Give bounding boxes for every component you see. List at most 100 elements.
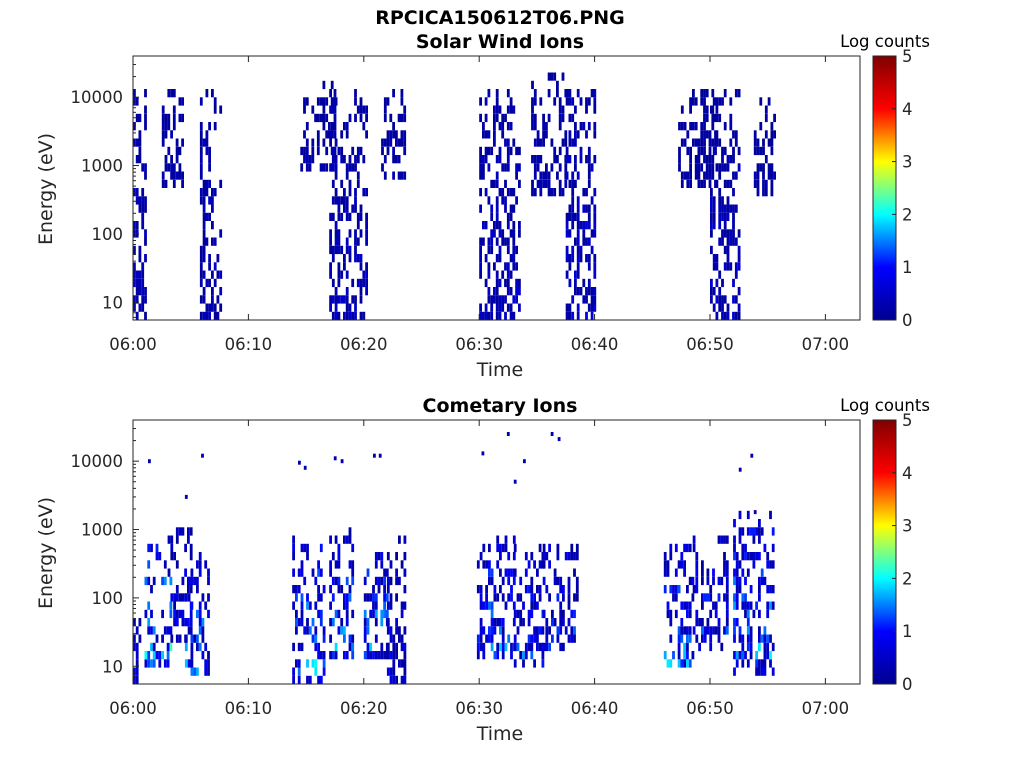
heatmap-cell	[587, 237, 591, 246]
y-tick-label: 10000	[71, 452, 124, 471]
colorbar-tick-label: 3	[902, 517, 913, 536]
heatmap-cell	[737, 245, 741, 255]
heatmap-cell	[518, 229, 521, 238]
heatmap-cell	[316, 97, 320, 106]
heatmap-cell	[300, 163, 304, 172]
heatmap-cell	[533, 659, 536, 668]
heatmap-cell	[158, 552, 162, 561]
heatmap-cell	[720, 535, 724, 544]
heatmap-cell	[490, 601, 494, 610]
heatmap-cell	[516, 626, 520, 635]
heatmap-cell	[181, 527, 185, 536]
heatmap-cell	[490, 245, 494, 255]
heatmap-cell	[506, 245, 510, 255]
heatmap-cell	[723, 204, 727, 213]
heatmap-cell	[510, 568, 513, 577]
heatmap-cell	[574, 105, 577, 114]
heatmap-cell	[680, 122, 684, 131]
heatmap-cell	[553, 72, 557, 81]
heatmap-cell	[680, 659, 684, 668]
heatmap-cell	[322, 585, 326, 594]
heatmap-cell	[703, 171, 706, 180]
heatmap-cell	[706, 593, 710, 602]
heatmap-cell	[485, 634, 488, 643]
heatmap-cell	[723, 560, 726, 569]
heatmap-cell	[345, 651, 349, 660]
heatmap-cell	[564, 138, 568, 147]
heatmap-cell	[732, 146, 735, 156]
heatmap-cell	[512, 245, 516, 255]
heatmap-cell	[484, 303, 488, 312]
heatmap-cell	[723, 163, 727, 172]
heatmap-cell	[343, 634, 346, 643]
heatmap-cell	[386, 552, 390, 561]
heatmap-cell	[512, 138, 516, 147]
heatmap-cell	[362, 278, 366, 288]
heatmap-cell	[485, 560, 488, 569]
heatmap-cell	[513, 659, 517, 668]
heatmap-cell	[530, 576, 534, 586]
heatmap-cell	[715, 278, 719, 288]
heatmap-cell	[403, 146, 407, 156]
heatmap-cell	[522, 601, 525, 610]
heatmap-cell	[205, 311, 209, 321]
heatmap-cell	[504, 204, 507, 213]
heatmap-cell	[680, 105, 684, 114]
heatmap-cell	[506, 262, 510, 271]
heatmap-cell	[568, 229, 572, 238]
heatmap-cell	[490, 303, 494, 312]
heatmap-cell	[389, 667, 393, 676]
heatmap-cell	[205, 237, 209, 246]
heatmap-cell	[490, 204, 494, 213]
heatmap-cell	[567, 552, 571, 561]
heatmap-cell	[746, 618, 750, 627]
heatmap-cell	[311, 146, 315, 156]
heatmap-cell	[484, 188, 488, 197]
heatmap-cell	[166, 651, 170, 660]
heatmap-cell	[758, 585, 761, 594]
heatmap-cell	[686, 171, 690, 180]
heatmap-cell	[723, 229, 727, 238]
heatmap-cell	[205, 278, 209, 288]
heatmap-cell	[741, 642, 745, 652]
heatmap-cell	[574, 138, 577, 147]
heatmap-cell	[163, 659, 167, 668]
heatmap-cell	[515, 278, 518, 288]
heatmap-cell	[663, 560, 667, 569]
heatmap-cell	[213, 303, 217, 312]
heatmap-cell	[762, 188, 765, 197]
heatmap-cell	[340, 585, 344, 594]
heatmap-cell	[479, 270, 482, 279]
heatmap-cell	[308, 626, 312, 635]
heatmap-cell	[184, 642, 188, 652]
heatmap-cell	[337, 204, 341, 213]
heatmap-cell	[403, 113, 407, 123]
heatmap-cell	[144, 237, 147, 246]
heatmap-cell	[746, 568, 750, 577]
heatmap-cell	[669, 585, 673, 594]
heatmap-cell	[688, 634, 692, 643]
heatmap-cell	[201, 593, 205, 602]
heatmap-cell	[565, 89, 569, 98]
heatmap-cell	[725, 585, 729, 594]
heatmap-cell	[325, 146, 329, 156]
heatmap-cell	[762, 171, 765, 180]
heatmap-cell	[565, 311, 569, 321]
heatmap-cell	[571, 138, 575, 147]
heatmap-cell	[135, 287, 139, 296]
heatmap-cell	[383, 113, 387, 123]
heatmap-cell	[587, 212, 591, 221]
heatmap-cell	[300, 601, 304, 610]
heatmap-cell	[175, 634, 179, 643]
heatmap-cell	[170, 535, 174, 544]
heatmap-cell	[366, 626, 370, 635]
heatmap-cell	[741, 601, 745, 610]
heatmap-cell	[510, 651, 513, 660]
heatmap-cell	[708, 146, 712, 156]
heatmap-cell	[400, 89, 404, 98]
heatmap-cell	[359, 278, 363, 288]
heatmap-cell	[568, 212, 572, 221]
heatmap-cell	[479, 626, 483, 635]
heatmap-cell	[733, 535, 736, 544]
